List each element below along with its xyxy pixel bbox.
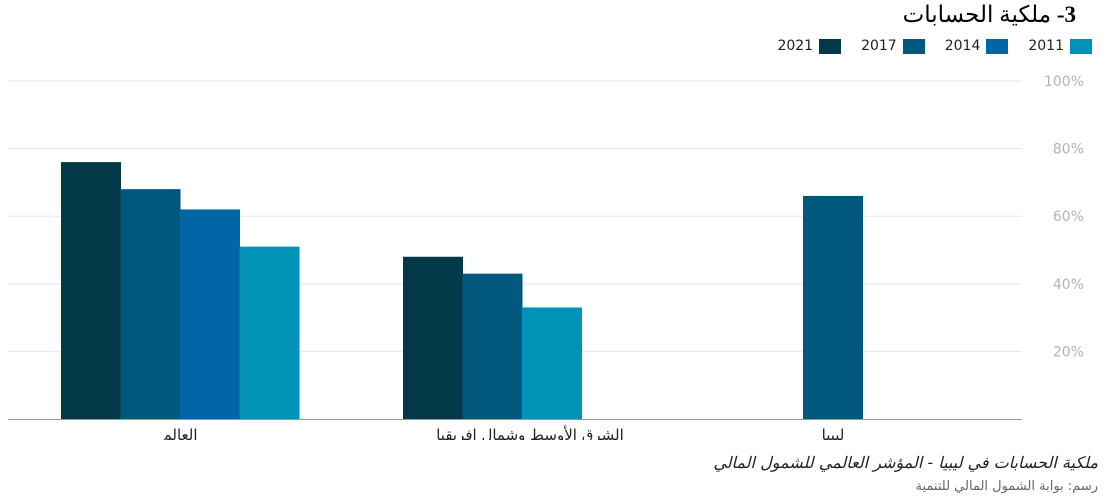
chart-caption: ملكية الحسابات في ليبيا - المؤشر العالمي… bbox=[713, 453, 1098, 472]
bar-2011 bbox=[522, 307, 582, 419]
legend-swatch bbox=[1070, 38, 1092, 54]
y-tick-label: 20% bbox=[1053, 344, 1084, 360]
legend-swatch bbox=[902, 38, 925, 54]
y-tick-label: 60% bbox=[1053, 209, 1084, 225]
chart-legend: 2021 2017 2014 2011 bbox=[777, 38, 1092, 54]
heading-number: 3- bbox=[1056, 2, 1076, 27]
bar-2014 bbox=[180, 209, 240, 419]
y-tick-label: 100% bbox=[1044, 74, 1084, 90]
legend-swatch bbox=[986, 38, 1009, 54]
bar-2017 bbox=[120, 189, 181, 419]
legend-item-2021: 2021 bbox=[777, 38, 842, 54]
bar-2021 bbox=[403, 256, 463, 419]
chart-heading: 3- ملكية الحسابات bbox=[903, 2, 1076, 28]
bar-2017 bbox=[462, 273, 523, 419]
x-category-label: الشرق الأوسط وشمال افريقيا bbox=[436, 425, 624, 440]
chart-source: رسم: بوابة الشمول المالي للتنمية bbox=[915, 479, 1098, 494]
bar-2011 bbox=[239, 246, 300, 419]
legend-label: 2011 bbox=[1028, 38, 1064, 54]
heading-text: ملكية الحسابات bbox=[902, 2, 1052, 27]
bar-2017 bbox=[803, 195, 863, 419]
bar-2021 bbox=[61, 162, 121, 419]
x-category-label: ليبيا bbox=[822, 426, 845, 440]
y-tick-label: 80% bbox=[1053, 142, 1084, 158]
legend-label: 2014 bbox=[944, 38, 981, 54]
x-category-label: العالم bbox=[162, 426, 197, 440]
legend-label: 2021 bbox=[777, 38, 814, 54]
legend-swatch bbox=[819, 38, 842, 54]
bar-chart: 100% 80% 60% 40% 20% العالم الشرق الأوسط وشمال… bbox=[8, 74, 1084, 440]
y-tick-label: 40% bbox=[1053, 277, 1084, 293]
legend-item-2014: 2014 bbox=[945, 38, 1009, 54]
legend-item-2011: 2011 bbox=[1028, 38, 1092, 54]
legend-label: 2017 bbox=[861, 38, 897, 54]
legend-item-2017: 2017 bbox=[861, 38, 925, 54]
